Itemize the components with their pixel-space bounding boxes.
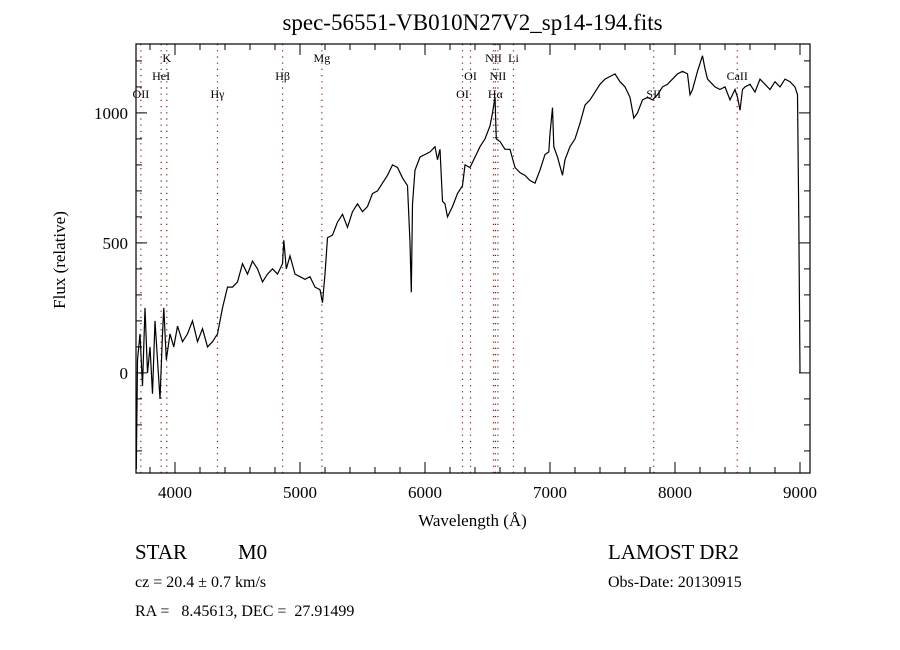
y-tick-label: 1000 xyxy=(94,104,128,123)
y-tick-label: 500 xyxy=(103,234,129,253)
line-label: OI xyxy=(464,69,477,83)
line-label: NII xyxy=(485,51,502,65)
x-axis-label: Wavelength (Å) xyxy=(418,511,527,530)
y-axis-label: Flux (relative) xyxy=(50,211,69,309)
chart-title: spec-56551-VB010N27V2_sp14-194.fits xyxy=(282,10,663,35)
observation-date: Obs-Date: 20130915 xyxy=(608,574,742,591)
x-tick-label: 9000 xyxy=(783,483,817,502)
x-tick-label: 6000 xyxy=(408,483,442,502)
line-label: SII xyxy=(646,87,661,101)
line-label: OII xyxy=(133,87,150,101)
plot-frame xyxy=(135,43,811,474)
line-label: Mg xyxy=(314,51,331,65)
line-label: CaII xyxy=(727,69,748,83)
object-class: STAR xyxy=(135,540,187,564)
survey-name: LAMOST DR2 xyxy=(608,540,739,564)
line-label: NII xyxy=(490,69,507,83)
x-tick-label: 7000 xyxy=(533,483,567,502)
x-tick-label: 8000 xyxy=(658,483,692,502)
x-tick-label: 4000 xyxy=(158,483,192,502)
line-label: HeI xyxy=(152,69,170,83)
coordinates: RA = 8.45613, DEC = 27.91499 xyxy=(135,603,355,620)
x-tick-label: 5000 xyxy=(283,483,317,502)
line-label: OI xyxy=(456,87,469,101)
line-label: Li xyxy=(508,51,519,65)
y-tick-label: 0 xyxy=(120,364,129,383)
redshift-cz: cz = 20.4 ± 0.7 km/s xyxy=(135,574,267,591)
line-label: K xyxy=(162,51,171,65)
line-label: Hβ xyxy=(275,69,290,83)
subclass: M0 xyxy=(238,540,268,564)
line-label: Hα xyxy=(488,87,504,101)
line-label: Hγ xyxy=(211,87,226,101)
spectrum-line xyxy=(135,55,801,470)
